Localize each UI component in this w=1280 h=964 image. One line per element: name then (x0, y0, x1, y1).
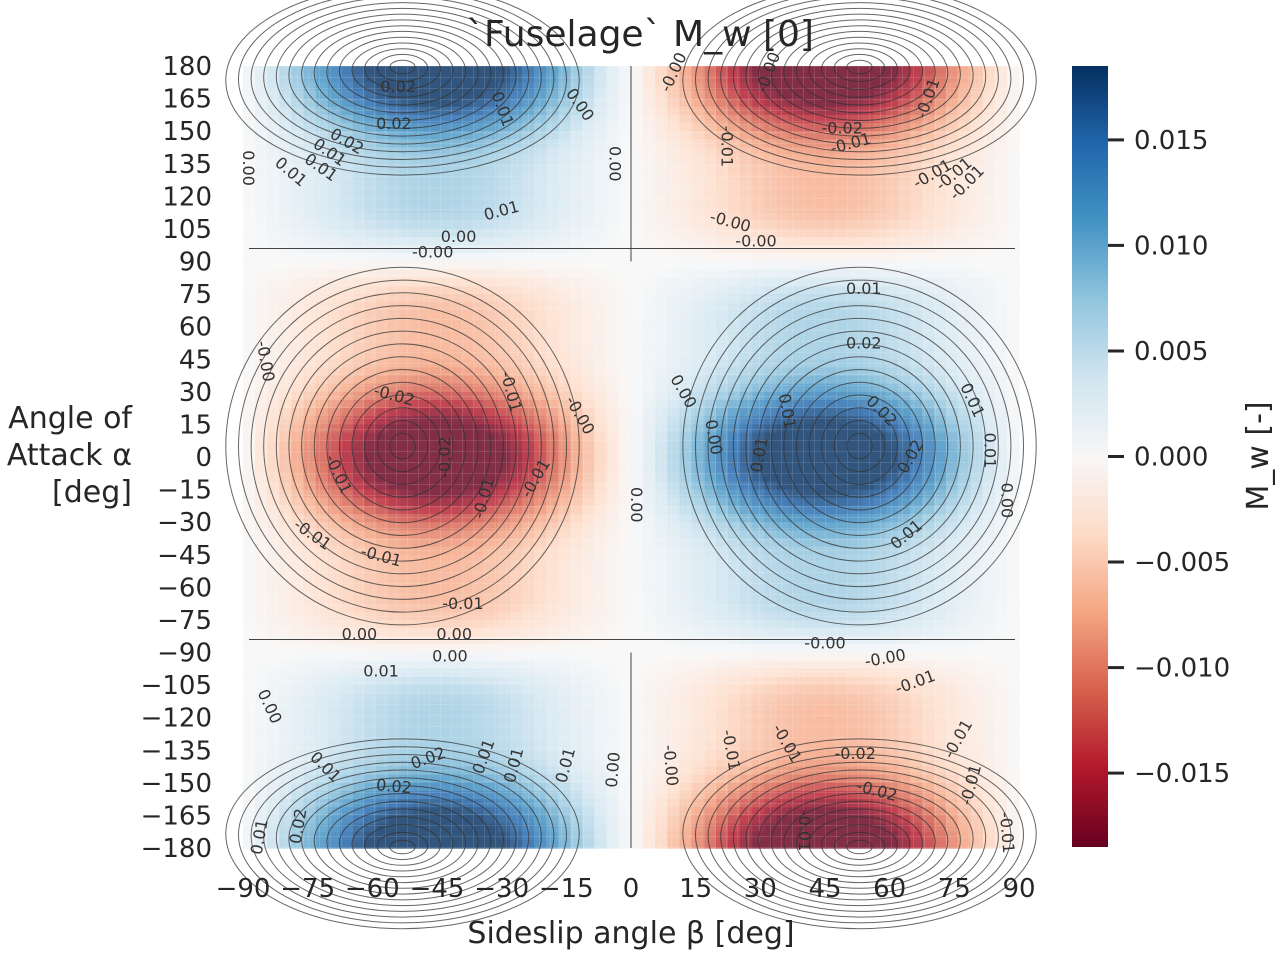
chart-svg: 0.020.020.020.010.010.010.010.01 0.000.00… (7, 0, 1276, 951)
contour-chart: 0.02 0.02 0.02 0.01 0.01 0.01 0.01 0.01 0.00 0.00… (7, 0, 1276, 951)
